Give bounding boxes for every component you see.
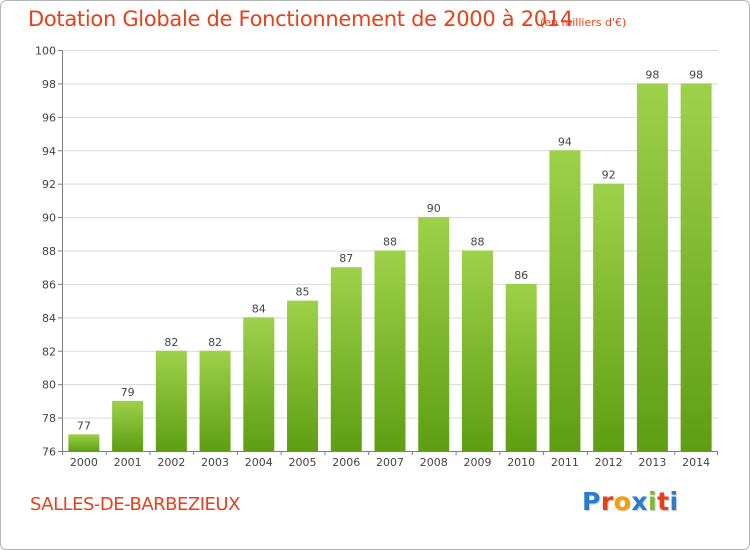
bar — [680, 83, 712, 452]
chart-title: Dotation Globale de Fonctionnement de 20… — [28, 7, 573, 31]
bar — [636, 83, 668, 452]
bar — [549, 150, 581, 451]
data-label: 82 — [164, 336, 178, 349]
x-tick-label: 2000 — [70, 456, 98, 469]
y-tick-label: 82 — [42, 345, 56, 358]
data-label: 90 — [427, 202, 441, 215]
logo-letter: x — [631, 487, 648, 516]
y-tick-label: 78 — [42, 412, 56, 425]
y-tick-label: 94 — [42, 145, 56, 158]
axes — [58, 50, 718, 455]
logo-letter: i — [648, 487, 658, 516]
logo-letter: t — [657, 487, 670, 516]
x-tick-label: 2012 — [595, 456, 623, 469]
bar — [68, 434, 100, 451]
y-tick-label: 90 — [42, 212, 56, 225]
data-label: 98 — [645, 68, 659, 81]
data-label: 88 — [383, 236, 397, 249]
y-tick-label: 96 — [42, 111, 56, 124]
data-label: 77 — [77, 419, 91, 432]
x-tick-label: 2008 — [420, 456, 448, 469]
logo-letter: P — [582, 487, 601, 516]
bars — [68, 83, 712, 452]
data-label: 98 — [689, 68, 703, 81]
y-tick-label: 88 — [42, 245, 56, 258]
y-tick-label: 100 — [35, 45, 56, 58]
data-label: 87 — [339, 252, 353, 265]
x-tick-label: 2014 — [682, 456, 710, 469]
chart-unit: (en milliers d'€) — [540, 16, 627, 29]
x-tick-label: 2005 — [289, 456, 317, 469]
x-tick-label: 2009 — [463, 456, 491, 469]
y-tick-label: 76 — [42, 446, 56, 459]
y-tick-label: 84 — [42, 312, 56, 325]
bar — [155, 350, 187, 451]
x-tick-label: 2011 — [551, 456, 579, 469]
proxiti-logo: Proxiti — [582, 487, 679, 516]
y-tick-label: 86 — [42, 278, 56, 291]
data-label: 92 — [602, 169, 616, 182]
bar — [593, 183, 625, 451]
x-tick-label: 2006 — [332, 456, 360, 469]
x-tick-label: 2007 — [376, 456, 404, 469]
y-tick-label: 80 — [42, 379, 56, 392]
bar — [418, 217, 450, 451]
x-tick-label: 2003 — [201, 456, 229, 469]
y-tick-label: 98 — [42, 78, 56, 91]
data-label: 79 — [121, 386, 135, 399]
logo-letter: o — [613, 487, 632, 516]
data-label: 82 — [208, 336, 222, 349]
x-tick-label: 2010 — [507, 456, 535, 469]
logo-letter: r — [600, 487, 614, 516]
bar — [461, 250, 493, 451]
commune-name: SALLES-DE-BARBEZIEUX — [30, 494, 240, 515]
y-tick-label: 92 — [42, 178, 56, 191]
x-tick-label: 2001 — [114, 456, 142, 469]
x-tick-label: 2004 — [245, 456, 273, 469]
bar — [199, 350, 231, 451]
x-tick-label: 2002 — [157, 456, 185, 469]
data-label: 88 — [470, 236, 484, 249]
data-label: 85 — [296, 286, 310, 299]
bar — [505, 283, 537, 451]
logo-letter: i — [669, 487, 679, 516]
bar — [330, 267, 362, 451]
x-tick-label: 2013 — [638, 456, 666, 469]
data-label: 86 — [514, 269, 528, 282]
bar — [112, 400, 144, 451]
bar — [287, 300, 319, 451]
data-label: 94 — [558, 135, 572, 148]
bar — [243, 317, 275, 451]
bar — [374, 250, 406, 451]
data-label: 84 — [252, 302, 266, 315]
labels: 76 78 80 82 84 86 88 90 92 94 96 98 100 77 2000 79 2001 8… — [35, 45, 710, 470]
